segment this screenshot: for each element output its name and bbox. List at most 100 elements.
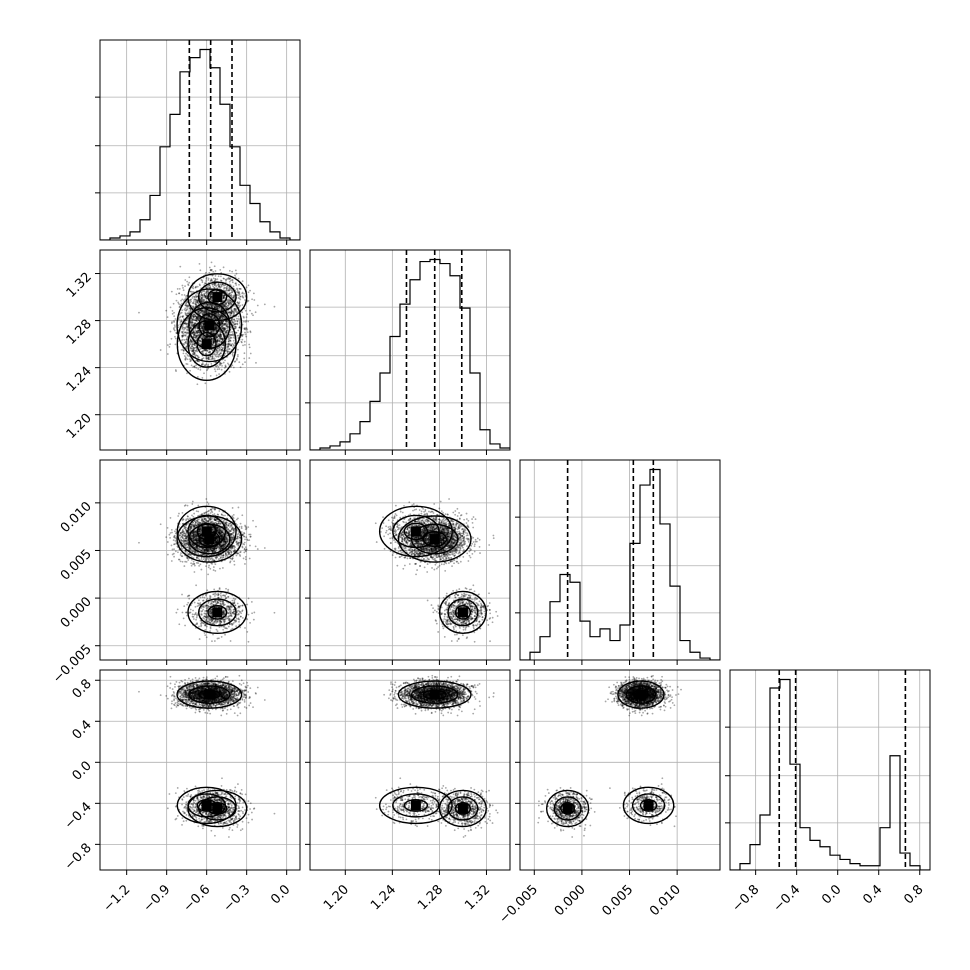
sample-point (210, 295, 213, 298)
sample-point (205, 295, 208, 298)
sample-point (212, 345, 214, 348)
sample-point (207, 356, 210, 359)
sample-point (218, 317, 221, 320)
sample-point (220, 518, 223, 521)
sample-point (207, 315, 210, 318)
sample-point (226, 320, 229, 322)
sample-point (177, 318, 180, 321)
sample-point (209, 279, 212, 282)
sample-point (214, 329, 216, 331)
sample-point (243, 551, 246, 554)
sample-point (215, 305, 218, 308)
sample-point (216, 329, 218, 332)
sample-point (179, 323, 182, 326)
sample-point (212, 342, 215, 344)
sample-point (252, 292, 255, 295)
sample-point (226, 322, 229, 325)
sample-point (188, 276, 191, 279)
sample-point (207, 277, 210, 280)
sample-point (219, 283, 222, 285)
sample-point (215, 290, 218, 293)
sample-point (214, 304, 217, 307)
sample-point (237, 292, 240, 295)
sample-point (225, 306, 227, 308)
sample-point (185, 323, 188, 326)
sample-point (205, 311, 207, 314)
sample-point (202, 310, 205, 312)
sample-point (191, 345, 194, 348)
sample-point (210, 268, 212, 271)
sample-point (159, 349, 162, 351)
sample-point (202, 330, 205, 332)
sample-point (207, 356, 210, 359)
sample-point (227, 311, 230, 314)
sample-point (220, 280, 223, 282)
sample-point (237, 348, 239, 351)
sample-point (241, 363, 244, 366)
sample-point (208, 314, 211, 317)
sample-point (205, 337, 208, 339)
sample-point (230, 312, 233, 315)
sample-point (243, 328, 246, 331)
sample-point (194, 336, 197, 339)
sample-point (230, 295, 233, 298)
sample-point (214, 335, 217, 338)
sample-point (202, 328, 205, 331)
sample-point (245, 335, 248, 338)
sample-point (202, 322, 205, 325)
sample-point (196, 376, 199, 378)
sample-point (221, 338, 223, 340)
sample-point (241, 280, 244, 283)
sample-point (215, 307, 218, 310)
sample-point (203, 303, 206, 306)
sample-point (228, 288, 231, 291)
sample-point (230, 289, 233, 292)
sample-point (217, 323, 220, 326)
sample-point (226, 352, 229, 354)
sample-point (196, 299, 199, 302)
sample-point (201, 325, 204, 328)
sample-point (199, 368, 202, 371)
sample-point (215, 349, 218, 352)
sample-point (208, 351, 210, 354)
sample-point (216, 336, 219, 339)
sample-point (197, 316, 200, 319)
sample-point (198, 283, 201, 286)
sample-point (220, 352, 223, 355)
sample-point (192, 305, 195, 308)
sample-point (228, 311, 230, 313)
sample-point (208, 305, 211, 307)
sample-point (207, 330, 209, 333)
sample-point (246, 328, 249, 331)
sample-point (177, 326, 180, 329)
sample-point (214, 326, 217, 329)
sample-point (219, 317, 222, 320)
sample-point (212, 341, 215, 344)
sample-point (216, 307, 219, 310)
sample-point (223, 329, 226, 331)
sample-point (196, 325, 198, 328)
sample-point (200, 311, 202, 314)
sample-point (190, 339, 193, 342)
sample-point (232, 346, 234, 348)
sample-point (190, 358, 192, 361)
sample-point (183, 299, 185, 302)
sample-point (165, 309, 168, 312)
sample-point (193, 571, 196, 573)
sample-point (223, 323, 225, 326)
sample-point (190, 316, 193, 319)
sample-point (209, 285, 212, 288)
sample-point (211, 314, 213, 317)
sample-point (214, 328, 217, 330)
sample-point (200, 297, 203, 300)
sample-point (192, 353, 194, 356)
sample-point (202, 326, 205, 329)
sample-point (194, 322, 197, 325)
sample-point (224, 365, 227, 368)
sample-point (214, 277, 217, 280)
sample-point (196, 354, 199, 357)
sample-point (191, 321, 194, 324)
sample-point (218, 342, 221, 345)
sample-point (221, 283, 224, 286)
sample-point (222, 315, 225, 318)
